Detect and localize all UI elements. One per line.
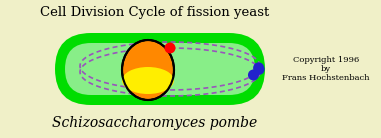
Circle shape bbox=[254, 64, 265, 75]
Circle shape bbox=[165, 43, 176, 54]
Circle shape bbox=[253, 62, 264, 73]
Circle shape bbox=[248, 70, 259, 80]
Ellipse shape bbox=[122, 67, 174, 94]
FancyBboxPatch shape bbox=[55, 33, 265, 105]
Text: Copyright 1996
by
Frans Hochstenbach: Copyright 1996 by Frans Hochstenbach bbox=[282, 56, 370, 82]
Text: Schizosaccharomyces pombe: Schizosaccharomyces pombe bbox=[52, 116, 258, 130]
FancyBboxPatch shape bbox=[65, 43, 255, 95]
Ellipse shape bbox=[122, 40, 174, 100]
Text: Cell Division Cycle of fission yeast: Cell Division Cycle of fission yeast bbox=[40, 6, 270, 19]
